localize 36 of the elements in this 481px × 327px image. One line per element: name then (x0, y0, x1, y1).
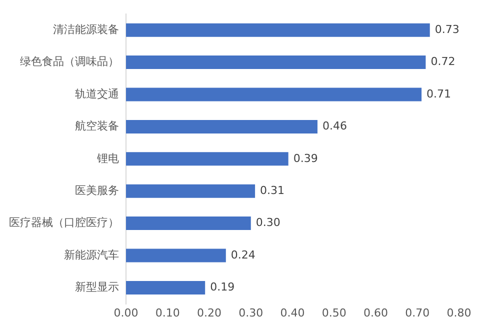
bar (126, 184, 256, 198)
data-label: 0.72 (430, 55, 456, 68)
bar (126, 88, 422, 102)
data-label: 0.19 (210, 280, 235, 294)
x-tick-label: 0.80 (446, 306, 472, 320)
x-tick-label: 0.40 (280, 306, 305, 320)
x-tick-label: 0.20 (197, 306, 222, 320)
x-tick-label: 0.00 (114, 306, 138, 320)
x-tick-label: 0.50 (322, 306, 346, 320)
bar (126, 280, 206, 294)
data-label: 0.39 (293, 152, 318, 165)
y-tick-label: 轨道交通 (75, 87, 119, 100)
data-label: 0.73 (434, 22, 460, 36)
data-label: 0.46 (322, 120, 347, 133)
data-label: 0.24 (230, 248, 256, 262)
y-tick-label: 医疗器械（口腔医疗） (9, 216, 119, 230)
x-tick-label: 0.70 (405, 306, 430, 320)
data-label: 0.71 (426, 87, 452, 100)
y-tick-label: 新型显示 (75, 280, 119, 294)
bar (126, 23, 430, 37)
bar (126, 248, 226, 262)
x-tick-label: 0.30 (238, 306, 264, 320)
y-tick-label: 锂电 (96, 152, 119, 165)
y-tick-label: 绿色食品（调味品） (20, 55, 119, 68)
y-tick-label: 航空装备 (75, 120, 119, 133)
bar (126, 120, 318, 134)
y-tick-label: 新能源汽车 (64, 248, 119, 262)
x-tick-label: 0.10 (155, 306, 180, 320)
bar (126, 152, 288, 166)
y-tick-label: 清洁能源装备 (53, 22, 119, 36)
y-tick-label: 医美服务 (75, 184, 119, 197)
bar (126, 56, 426, 70)
data-label: 0.31 (260, 184, 285, 197)
bar (126, 216, 251, 230)
data-label: 0.30 (256, 216, 280, 230)
x-tick-label: 0.60 (364, 306, 388, 320)
